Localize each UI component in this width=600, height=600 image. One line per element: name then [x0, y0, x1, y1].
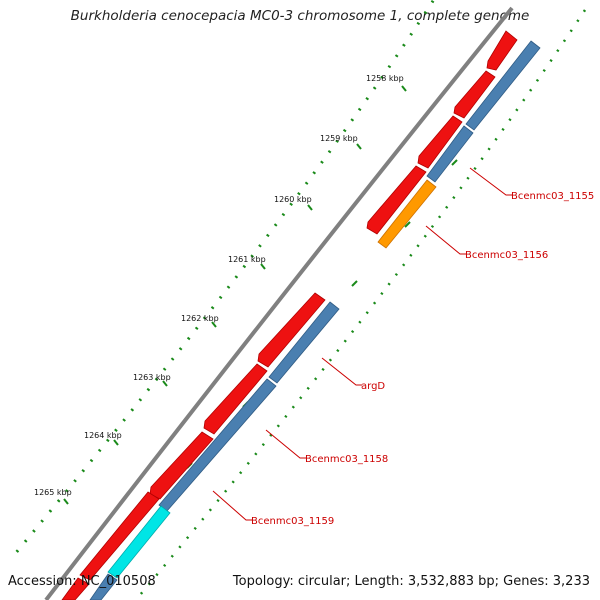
- tick-label: 1262 kbp: [181, 314, 219, 323]
- cds-arrow: [79, 491, 160, 581]
- feature-block: [158, 378, 277, 512]
- cds-arrow: [453, 70, 496, 119]
- gene-label: Bcenmc03_1159: [251, 516, 334, 527]
- gene-labels: Bcenmc03_1155 Bcenmc03_1156 argD Bcenmc0…: [251, 191, 594, 527]
- gc-skew-dots-outer: [8, 0, 436, 561]
- map-title: Burkholderia cenocepacia MC0-3 chromosom…: [70, 8, 530, 24]
- tick-label: 1258 kbp: [366, 74, 404, 83]
- feature-cyan: [107, 505, 171, 579]
- tick-label: 1259 kbp: [320, 134, 358, 143]
- tick-label: 1260 kbp: [274, 195, 312, 204]
- accession-text: Accession: NC_010508: [8, 574, 156, 589]
- feature-block: [89, 573, 118, 600]
- gc-skew-dots-inner: [139, 9, 587, 596]
- feature-block: [465, 40, 541, 131]
- scale-ticks: [63, 85, 407, 505]
- cds-arrow: [366, 165, 427, 235]
- tick-label: 1261 kbp: [228, 255, 266, 264]
- feature-block: [268, 301, 340, 384]
- cds-arrow: [417, 115, 463, 169]
- scale-tick-labels: 1258 kbp 1259 kbp 1260 kbp 1261 kbp 1262…: [34, 74, 404, 497]
- tick-label: 1265 kbp: [34, 488, 72, 497]
- feature-block: [426, 125, 474, 183]
- feature-orange: [377, 179, 437, 249]
- cds-arrow: [486, 30, 518, 71]
- gene-label: Bcenmc03_1155: [511, 191, 594, 202]
- cds-forward-strand: [61, 30, 518, 600]
- cds-arrow: [203, 363, 268, 435]
- cds-arrow: [61, 577, 90, 600]
- gene-label: Bcenmc03_1156: [465, 250, 548, 261]
- features-reverse-strand: [89, 40, 541, 600]
- gene-label: argD: [361, 381, 385, 392]
- tick-label: 1264 kbp: [84, 431, 122, 440]
- genome-backbone: [44, 6, 514, 600]
- gene-label-leaders: [212, 167, 512, 521]
- tick-label: 1263 kbp: [133, 373, 171, 382]
- cds-arrow: [257, 292, 326, 368]
- genome-summary-text: Topology: circular; Length: 3,532,883 bp…: [232, 574, 590, 589]
- gene-label: Bcenmc03_1158: [305, 454, 388, 465]
